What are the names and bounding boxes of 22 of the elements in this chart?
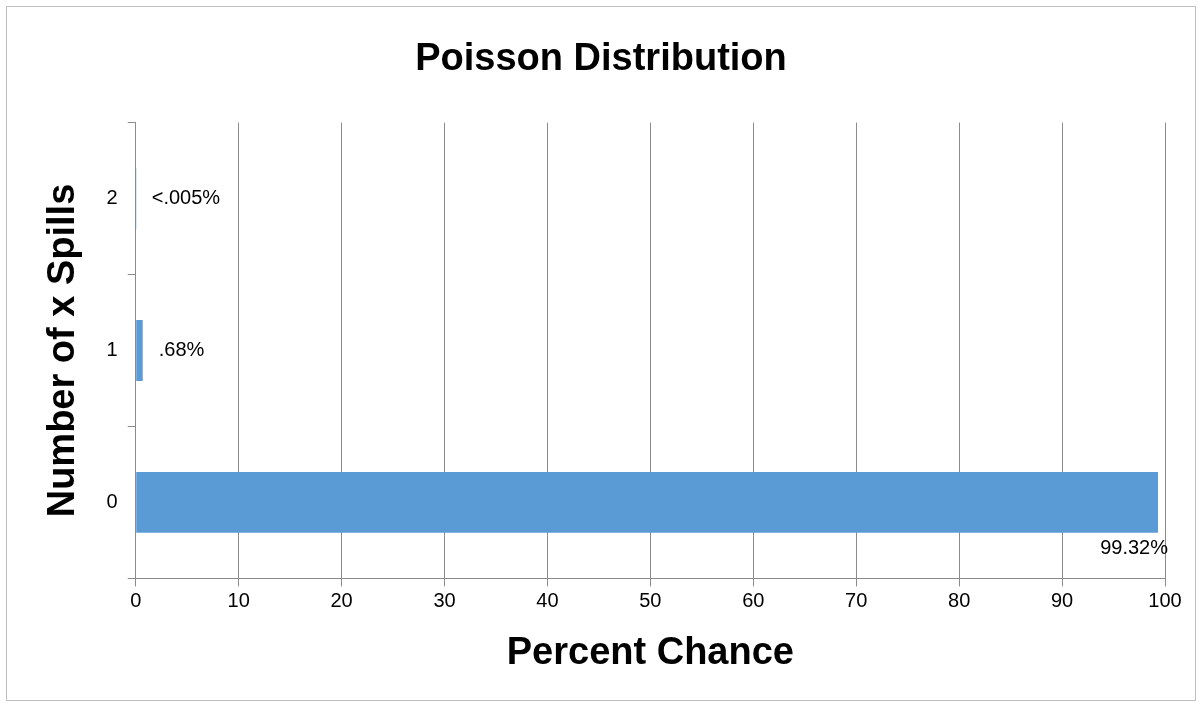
x-tick-label: 40 — [536, 588, 559, 611]
x-tick-label: 60 — [742, 588, 765, 611]
y-tick-label: 0 — [106, 489, 118, 512]
x-tick-label: 10 — [227, 588, 250, 611]
x-tick-label: 20 — [330, 588, 353, 611]
x-tick-label: 100 — [1148, 588, 1182, 611]
y-tick-label: 2 — [106, 186, 118, 209]
x-tick-label: 30 — [433, 588, 456, 611]
x-tick-label: 90 — [1050, 588, 1074, 611]
chart-title: Poisson Distribution — [415, 36, 787, 79]
bar — [136, 320, 143, 381]
y-axis-title: Number of x Spills — [40, 183, 83, 518]
x-tick-label: 70 — [845, 588, 868, 611]
x-axis-title: Percent Chance — [506, 629, 794, 672]
x-tick-label: 50 — [639, 588, 662, 611]
x-tick-label: 0 — [130, 588, 142, 611]
data-label: <.005% — [151, 186, 221, 209]
x-tick-label: 80 — [948, 588, 971, 611]
data-label: 99.32% — [1100, 536, 1169, 559]
data-label: .68% — [158, 338, 205, 361]
bar — [136, 472, 1158, 533]
y-tick-label: 1 — [106, 338, 118, 361]
